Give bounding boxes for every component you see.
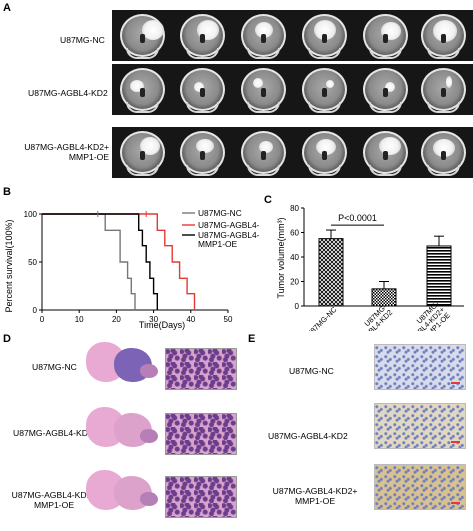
tumor-volume-y-axis-label: Tumor volume(mm³) [276,217,286,298]
tumor-volume-bar [426,245,452,307]
he-micrograph-image [165,348,237,390]
ihc-micrograph-image [374,344,466,390]
legend-label: U87MG-NC [198,208,242,218]
tumor-volume-y-tick-label: 0 [295,302,300,311]
mri-slice-image [172,64,233,115]
legend-label: U87MG-AGBL4-KD2 [198,220,260,230]
panel-d-label: D [3,333,11,345]
survival-chart: Percent survival(100%) 0 10 20 30 40 50 0 50 100… [4,208,260,330]
scale-bar [451,441,460,443]
panel-e-row-label-3: U87MG-AGBL4-KD2+ MMP1-OE [272,486,358,506]
mri-slice-image [355,127,416,178]
survival-curve [42,213,136,310]
survival-x-tick-label: 40 [186,315,195,324]
mri-slice-image [413,64,473,115]
he-whole-section-image [84,405,160,453]
panel-d-row-label-2: U87MG-AGBL4-KD2 [13,428,93,438]
he-micrograph-image [165,413,237,455]
tumor-volume-chart: Tumor volume(mm³) 0 20 40 60 80 U87MG-NC U87M… [276,204,464,331]
ihc-micrograph-image [374,464,466,510]
panel-e-row-label-2: U87MG-AGBL4-KD2 [268,431,348,441]
panel-d-row-label-3: U87MG-AGBL4-KD2+ MMP1-OE [11,490,97,510]
survival-y-tick-label: 0 [33,306,38,315]
survival-legend: U87MG-NC U87MG-AGBL4-KD2U87MG-AGBL4-KD2+M… [182,208,260,249]
panel-a-row-label-3: U87MG-AGBL4-KD2+ MMP1-OE [24,142,109,162]
tumor-volume-y-tick-label: 80 [290,204,299,213]
survival-x-tick-label: 20 [112,315,121,324]
tumor-volume-bars: U87MG-NC U87MG-AGBL4-KD2 U87MG-AGBL4-KD2+M… [305,229,452,331]
he-whole-section-image [84,340,160,388]
panel-e-row-label-1: U87MG-NC [289,366,334,376]
ihc-micrograph-image [374,403,466,449]
tumor-volume-bar [318,238,344,307]
mri-slice-image [112,64,173,115]
survival-series [42,211,196,310]
tumor-volume-y-tick-label: 60 [290,229,299,238]
mri-slice-image [355,64,416,115]
mri-slice-image [294,64,355,115]
survival-x-tick-label: 0 [40,315,45,324]
panel-c-label: C [264,194,272,206]
panel-b-label: B [3,186,11,198]
mri-slice-image [233,127,294,178]
mri-slice-image [233,10,294,61]
he-micrograph-image [165,476,237,518]
mri-slice-image [233,64,294,115]
survival-y-tick-label: 100 [24,210,38,219]
significance-p-value: P<0.0001 [338,213,377,223]
panel-a-label: A [3,2,11,14]
survival-curve [42,213,196,310]
mri-slice-image [294,127,355,178]
legend-label: MMP1-OE [198,239,238,249]
mri-slice-image [294,10,355,61]
panel-a-row-label-1: U87MG-NC [60,35,105,45]
mri-slice-image [172,127,233,178]
mri-slice-image [172,10,233,61]
significance-annotation: P<0.0001 [331,213,384,226]
panel-e-label: E [248,333,256,345]
tumor-volume-bar [371,288,397,307]
survival-x-tick-label: 10 [75,315,84,324]
scale-bar [451,382,460,384]
legend-label: U87MG-AGBL4-KD2+ [198,230,260,240]
survival-y-axis-label: Percent survival(100%) [4,219,14,312]
survival-x-axis-label: Time(Days) [139,320,185,330]
he-whole-section-image [84,468,160,516]
tumor-volume-x-tick-line: U87MG-NC [305,305,339,331]
survival-x-tick-label: 50 [224,315,233,324]
survival-curve [42,213,158,310]
survival-y-tick-label: 50 [28,258,37,267]
mri-slice-image [413,10,473,61]
mri-slice-image [355,10,416,61]
panel-d-row-label-1: U87MG-NC [32,362,77,372]
survival-x-tick-label: 30 [149,315,158,324]
mri-slice-image [112,10,173,61]
tumor-volume-x-tick-label: U87MG-NC [305,305,339,331]
tumor-volume-y-tick-label: 40 [290,253,299,262]
tumor-volume-y-tick-label: 20 [290,278,299,287]
scale-bar [451,502,460,504]
panel-a-row-label-2: U87MG-AGBL4-KD2 [28,88,108,98]
mri-slice-image [413,127,473,178]
mri-slice-image [112,127,173,178]
